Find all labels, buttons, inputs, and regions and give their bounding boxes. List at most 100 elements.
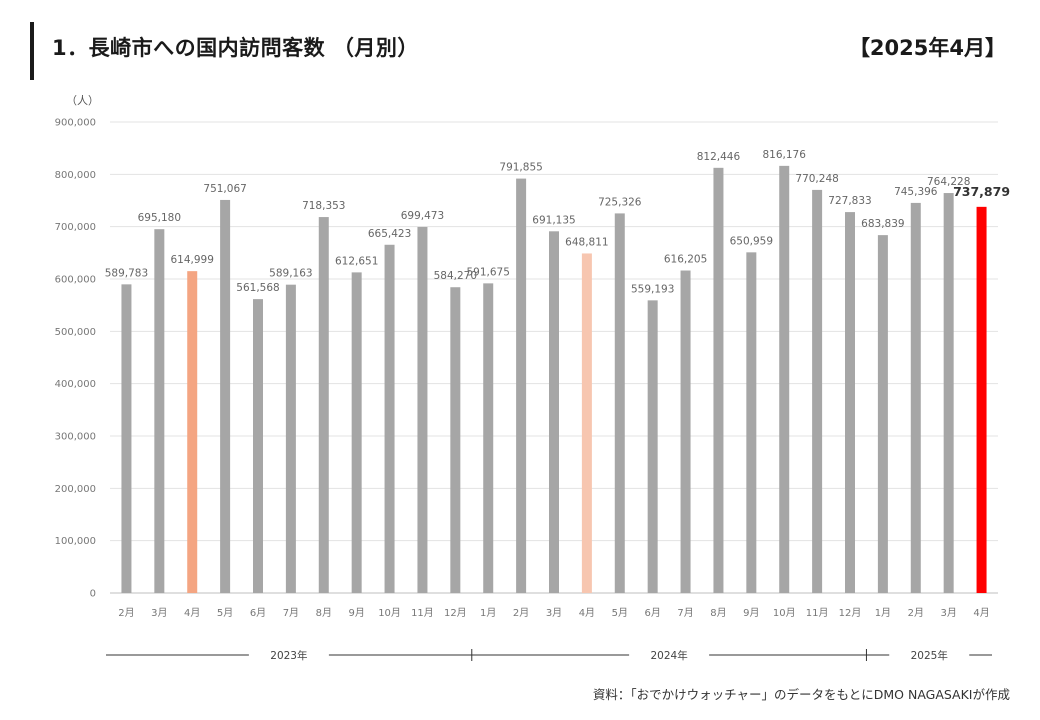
bar bbox=[713, 167, 724, 593]
x-tick-label: 11月 bbox=[411, 607, 434, 619]
value-label: 561,568 bbox=[236, 282, 279, 294]
x-tick-label: 4月 bbox=[579, 607, 595, 619]
year-label: 2025年 bbox=[911, 649, 948, 662]
value-label: 699,473 bbox=[401, 210, 444, 222]
x-tick-label: 3月 bbox=[940, 607, 956, 619]
value-label: 727,833 bbox=[828, 195, 871, 207]
x-tick-label: 7月 bbox=[283, 607, 299, 619]
value-label: 650,959 bbox=[730, 235, 773, 247]
value-label: 745,396 bbox=[894, 186, 938, 198]
value-label: 725,326 bbox=[598, 196, 642, 208]
value-label: 616,205 bbox=[664, 254, 707, 266]
bar bbox=[845, 212, 855, 594]
x-tick-label: 4月 bbox=[973, 607, 989, 619]
bar bbox=[943, 193, 954, 593]
x-tick-label: 3月 bbox=[151, 607, 167, 619]
bar bbox=[549, 231, 559, 593]
bar bbox=[450, 287, 461, 593]
bar bbox=[779, 165, 790, 593]
bar bbox=[976, 206, 987, 593]
x-tick-label: 11月 bbox=[806, 607, 829, 619]
bar bbox=[877, 235, 888, 593]
y-axis-unit-label: （人） bbox=[66, 94, 99, 107]
bar bbox=[581, 253, 592, 594]
x-tick-label: 12月 bbox=[839, 607, 862, 619]
bar bbox=[220, 199, 231, 594]
x-tick-label: 3月 bbox=[546, 607, 562, 619]
y-tick-label: 600,000 bbox=[55, 275, 96, 286]
y-tick-label: 100,000 bbox=[55, 536, 96, 547]
bars bbox=[121, 165, 987, 594]
x-tick-label: 9月 bbox=[743, 607, 759, 619]
bar bbox=[680, 270, 691, 593]
value-label: 770,248 bbox=[795, 173, 838, 185]
value-label: 589,783 bbox=[105, 267, 148, 279]
bar bbox=[351, 272, 362, 593]
x-tick-label: 2月 bbox=[513, 607, 529, 619]
x-tick-label: 4月 bbox=[184, 607, 200, 619]
bar bbox=[647, 300, 658, 593]
x-tick-label: 1月 bbox=[875, 607, 891, 619]
x-tick-label: 5月 bbox=[217, 607, 233, 619]
year-groups: 2023年 2024年 2025年 bbox=[106, 649, 992, 662]
x-tick-label: 2月 bbox=[908, 607, 924, 619]
value-label: 589,163 bbox=[269, 268, 312, 280]
y-tick-label: 300,000 bbox=[55, 432, 96, 443]
page-title: 1．長崎市への国内訪問客数 （月別） bbox=[52, 36, 419, 60]
x-tick-label: 5月 bbox=[612, 607, 628, 619]
y-tick-label: 700,000 bbox=[55, 222, 96, 233]
bar bbox=[154, 229, 165, 593]
x-tick-label: 8月 bbox=[710, 607, 726, 619]
x-tick-label: 7月 bbox=[677, 607, 693, 619]
y-tick-label: 0 bbox=[90, 589, 96, 600]
bar bbox=[253, 299, 263, 593]
x-tick-label: 10月 bbox=[773, 607, 796, 619]
value-label: 665,423 bbox=[368, 228, 411, 240]
value-label: 737,879 bbox=[953, 184, 1010, 199]
y-tick-label: 400,000 bbox=[55, 379, 96, 390]
value-label: 816,176 bbox=[763, 149, 807, 161]
y-tick-label: 500,000 bbox=[55, 327, 96, 338]
value-label: 695,180 bbox=[138, 212, 181, 224]
year-label: 2024年 bbox=[650, 649, 687, 662]
bar bbox=[614, 213, 625, 593]
value-label: 614,999 bbox=[171, 254, 214, 266]
x-tick-label: 2月 bbox=[118, 607, 134, 619]
value-label: 764,228 bbox=[927, 176, 970, 188]
x-tick-label: 6月 bbox=[250, 607, 266, 619]
source-note: 資料：「おでかけウォッチャー」のデータをもとにDMO NAGASAKIが作成 bbox=[592, 687, 1010, 702]
bar bbox=[121, 284, 132, 593]
value-label: 791,855 bbox=[499, 162, 542, 174]
value-label: 751,067 bbox=[203, 183, 246, 195]
x-tick-label: 8月 bbox=[316, 607, 332, 619]
y-tick-label: 200,000 bbox=[55, 484, 96, 495]
year-label: 2023年 bbox=[270, 649, 307, 662]
bar bbox=[910, 202, 921, 593]
bar bbox=[285, 284, 296, 593]
title-accent-bar bbox=[30, 22, 34, 80]
x-tick-label: 9月 bbox=[348, 607, 364, 619]
bar bbox=[384, 244, 395, 593]
bar bbox=[812, 189, 823, 593]
monthly-visitors-bar-chart: 0 100,000 200,000 300,000 400,000 500,000 600,… bbox=[55, 118, 1010, 663]
value-labels: 589,783 695,180 614,999 751,067 561,568 589,1… bbox=[105, 149, 1010, 295]
bar bbox=[417, 226, 428, 594]
value-label: 718,353 bbox=[302, 200, 345, 212]
x-tick-label: 1月 bbox=[480, 607, 496, 619]
x-tick-label: 12月 bbox=[444, 607, 467, 619]
y-tick-label: 800,000 bbox=[55, 170, 96, 181]
value-label: 648,811 bbox=[565, 236, 608, 248]
value-label: 812,446 bbox=[697, 151, 741, 163]
y-axis-ticks: 0 100,000 200,000 300,000 400,000 500,000 600,… bbox=[55, 118, 96, 600]
value-label: 559,193 bbox=[631, 283, 674, 295]
x-tick-label: 10月 bbox=[378, 607, 401, 619]
value-label: 584,270 bbox=[434, 270, 477, 282]
value-label: 612,651 bbox=[335, 255, 378, 267]
bar bbox=[187, 271, 198, 593]
bar bbox=[318, 217, 329, 593]
value-label: 683,839 bbox=[861, 218, 904, 230]
bar bbox=[746, 252, 757, 593]
bar bbox=[483, 283, 494, 593]
report-period: 【2025年4月】 bbox=[848, 36, 1006, 60]
bar bbox=[516, 178, 527, 593]
